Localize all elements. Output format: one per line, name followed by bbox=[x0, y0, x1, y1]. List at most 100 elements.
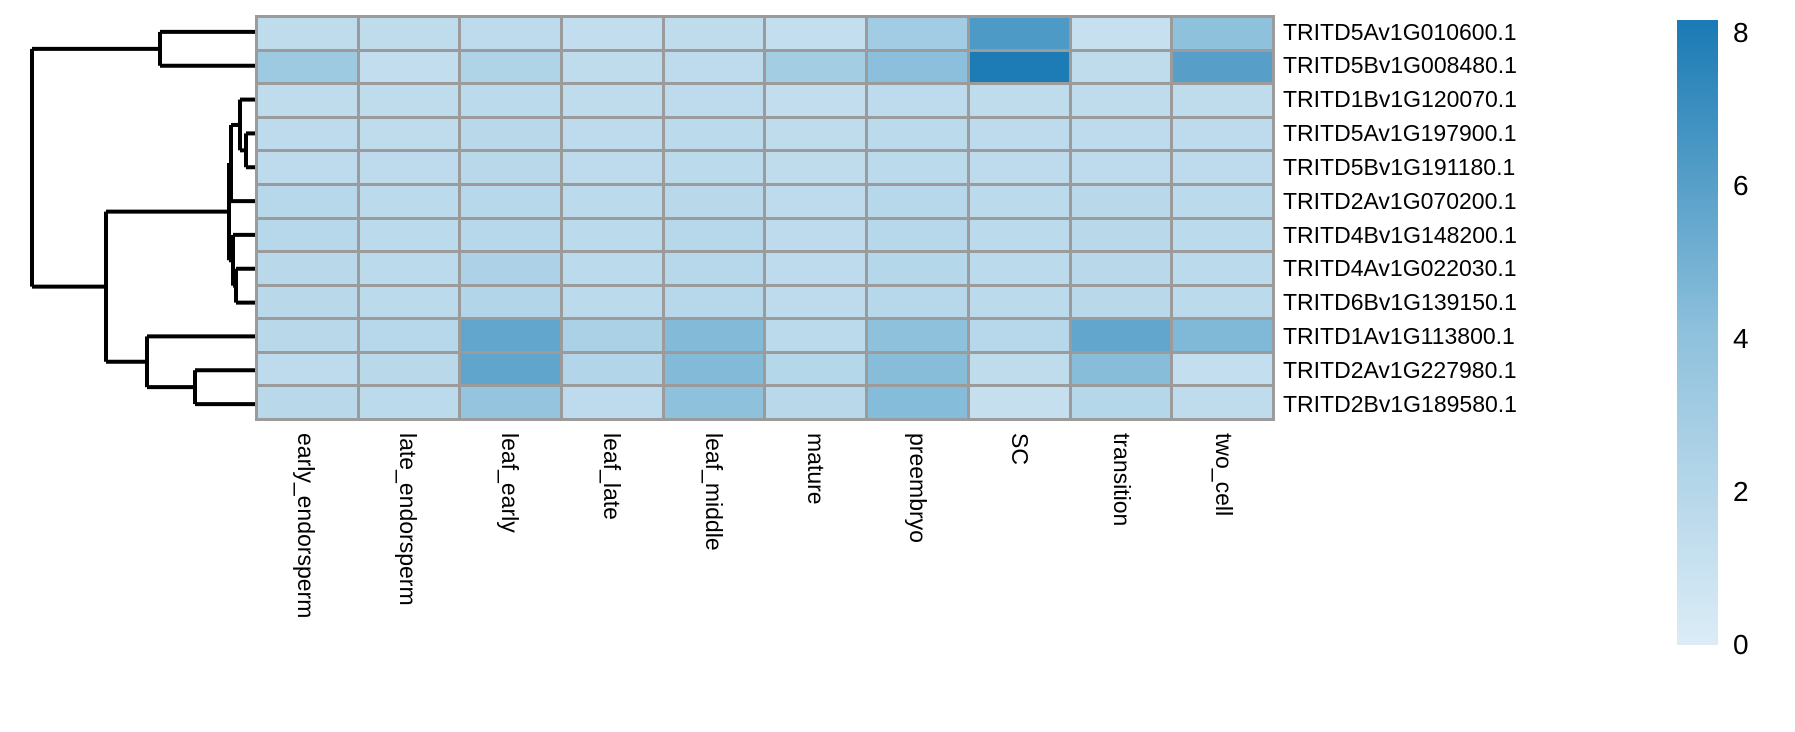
column-label: mature bbox=[803, 433, 829, 505]
heatmap-cell bbox=[664, 185, 764, 217]
heatmap-cell bbox=[868, 219, 967, 251]
heatmap-cell bbox=[258, 353, 357, 385]
heatmap-cell bbox=[359, 185, 459, 217]
row-label: TRITD5Bv1G008480.1 bbox=[1283, 52, 1517, 79]
column-label: leaf_middle bbox=[701, 433, 727, 551]
heatmap-cell bbox=[664, 387, 764, 418]
heatmap-cell bbox=[359, 85, 459, 116]
heatmap-cell bbox=[563, 185, 662, 217]
heatmap-cell bbox=[664, 320, 764, 351]
column-label: late_endorsperm bbox=[395, 433, 421, 606]
row-label: TRITD5Av1G010600.1 bbox=[1283, 18, 1517, 45]
colorbar-tick-label: 4 bbox=[1733, 323, 1749, 354]
heatmap-cell bbox=[664, 286, 764, 318]
heatmap-cell bbox=[664, 219, 764, 251]
heatmap-cell bbox=[664, 85, 764, 116]
heatmap-cell bbox=[461, 253, 561, 284]
column-label: transition bbox=[1109, 433, 1135, 527]
colorbar-gradient bbox=[1677, 20, 1718, 645]
heatmap-cell bbox=[359, 286, 459, 318]
colorbar-tick-label: 2 bbox=[1733, 476, 1749, 507]
colorbar-tick-label: 8 bbox=[1733, 17, 1749, 48]
heatmap-cell bbox=[868, 18, 967, 49]
heatmap-cell bbox=[461, 152, 561, 183]
heatmap-cell bbox=[563, 286, 662, 318]
row-dendrogram bbox=[30, 29, 255, 407]
heatmap-cell bbox=[1071, 18, 1171, 49]
heatmap-cell bbox=[969, 353, 1069, 385]
row-label: TRITD5Av1G197900.1 bbox=[1283, 120, 1517, 146]
heatmap-cell bbox=[1071, 253, 1171, 284]
heatmap-cell bbox=[461, 51, 561, 83]
heatmap-cell bbox=[563, 85, 662, 116]
column-label: preembryo bbox=[905, 433, 931, 543]
heatmap-cell bbox=[664, 51, 764, 83]
heatmap-cell bbox=[461, 18, 561, 49]
heatmap-cell bbox=[766, 152, 866, 183]
heatmap-cell bbox=[1071, 387, 1171, 418]
heatmap-cell bbox=[969, 51, 1069, 83]
heatmap-cell bbox=[258, 286, 357, 318]
heatmap-grid bbox=[255, 15, 1275, 421]
heatmap-cell bbox=[1071, 286, 1171, 318]
heatmap-cell bbox=[664, 353, 764, 385]
heatmap-cell bbox=[563, 51, 662, 83]
heatmap-cell bbox=[766, 286, 866, 318]
heatmap-cell bbox=[868, 51, 967, 83]
heatmap-cell bbox=[461, 320, 561, 351]
heatmap-cell bbox=[969, 253, 1069, 284]
row-label: TRITD6Bv1G139150.1 bbox=[1283, 289, 1517, 316]
heatmap-cell bbox=[1071, 353, 1171, 385]
heatmap-cell bbox=[563, 18, 662, 49]
heatmap-cell bbox=[258, 320, 357, 351]
heatmap-cell bbox=[868, 286, 967, 318]
row-label: TRITD4Av1G022030.1 bbox=[1283, 255, 1517, 282]
heatmap-cell bbox=[868, 85, 967, 116]
heatmap-cell bbox=[1173, 387, 1272, 418]
heatmap-cell bbox=[766, 118, 866, 150]
heatmap-cell bbox=[868, 353, 967, 385]
heatmap-cell bbox=[969, 387, 1069, 418]
heatmap-cell bbox=[359, 253, 459, 284]
colorbar-tick-label: 6 bbox=[1733, 170, 1749, 201]
heatmap-cell bbox=[258, 85, 357, 116]
heatmap-cell bbox=[359, 51, 459, 83]
heatmap-cell bbox=[766, 387, 866, 418]
heatmap-cell bbox=[766, 185, 866, 217]
heatmap-cell bbox=[461, 286, 561, 318]
heatmap-cell bbox=[1173, 286, 1272, 318]
heatmap-cell bbox=[1071, 51, 1171, 83]
heatmap-cell bbox=[868, 387, 967, 418]
heatmap-cell bbox=[258, 51, 357, 83]
heatmap-cell bbox=[461, 118, 561, 150]
row-label: TRITD2Av1G227980.1 bbox=[1283, 356, 1517, 383]
row-label: TRITD4Bv1G148200.1 bbox=[1283, 221, 1517, 248]
heatmap-cell bbox=[1173, 18, 1272, 49]
heatmap-cell bbox=[359, 320, 459, 351]
row-label: TRITD5Bv1G191180.1 bbox=[1283, 153, 1516, 180]
row-label: TRITD1Av1G113800.1 bbox=[1283, 323, 1515, 349]
heatmap-cell bbox=[1173, 353, 1272, 385]
heatmap-cell bbox=[766, 18, 866, 49]
heatmap-cell bbox=[1071, 118, 1171, 150]
heatmap-cell bbox=[868, 185, 967, 217]
heatmap-cell bbox=[969, 18, 1069, 49]
heatmap-cell bbox=[766, 219, 866, 251]
heatmap-cell bbox=[664, 118, 764, 150]
heatmap-cell bbox=[664, 18, 764, 49]
heatmap-cell bbox=[969, 118, 1069, 150]
heatmap-cell bbox=[1173, 152, 1272, 183]
heatmap-cell bbox=[766, 253, 866, 284]
heatmap-cell bbox=[868, 253, 967, 284]
heatmap-cell bbox=[258, 387, 357, 418]
heatmap-cell bbox=[258, 253, 357, 284]
heatmap-cell bbox=[563, 152, 662, 183]
heatmap-cell bbox=[563, 320, 662, 351]
heatmap-cell bbox=[1173, 253, 1272, 284]
row-label: TRITD1Bv1G120070.1 bbox=[1283, 86, 1517, 113]
heatmap-cell bbox=[969, 320, 1069, 351]
heatmap-cell bbox=[461, 387, 561, 418]
heatmap-cell bbox=[1071, 152, 1171, 183]
heatmap-cell bbox=[664, 152, 764, 183]
heatmap-cell bbox=[563, 387, 662, 418]
